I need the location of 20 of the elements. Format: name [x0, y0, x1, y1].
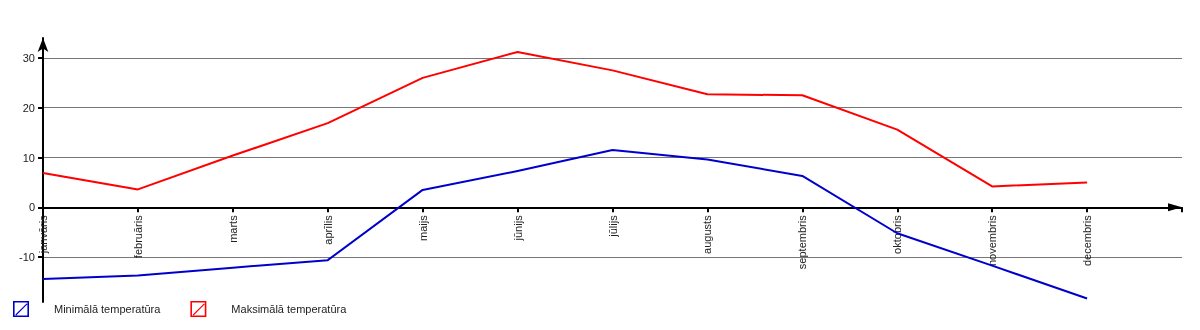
x-tick-label: februāris — [131, 214, 144, 259]
x-tick-label: marts — [226, 214, 239, 243]
x-tick-label: decembris — [1081, 214, 1094, 267]
y-tick-label: 20 — [22, 101, 35, 114]
x-tick-label: novembris — [986, 214, 999, 267]
x-tick-label: augusts — [701, 214, 714, 254]
line-series — [42, 50, 1089, 191]
legend-label: Minimālā temperatūra — [54, 303, 162, 315]
x-tick-label: maijs — [416, 214, 429, 242]
legend-label: Maksimālā temperatūra — [231, 303, 348, 315]
x-tick-label: jūlijs — [606, 214, 619, 238]
x-tick-label: septembris — [796, 214, 809, 270]
y-tick-label: 30 — [22, 51, 35, 64]
x-tick-label: janvāris — [37, 214, 49, 255]
y-tick-label: 10 — [22, 151, 35, 164]
y-tick-label: -10 — [19, 251, 35, 264]
y-tick-label: 0 — [28, 201, 35, 214]
x-tick-label: jūnijs — [511, 214, 524, 242]
x-tick-label: oktobris — [891, 214, 904, 254]
x-tick-label: aprīlis — [321, 214, 334, 245]
